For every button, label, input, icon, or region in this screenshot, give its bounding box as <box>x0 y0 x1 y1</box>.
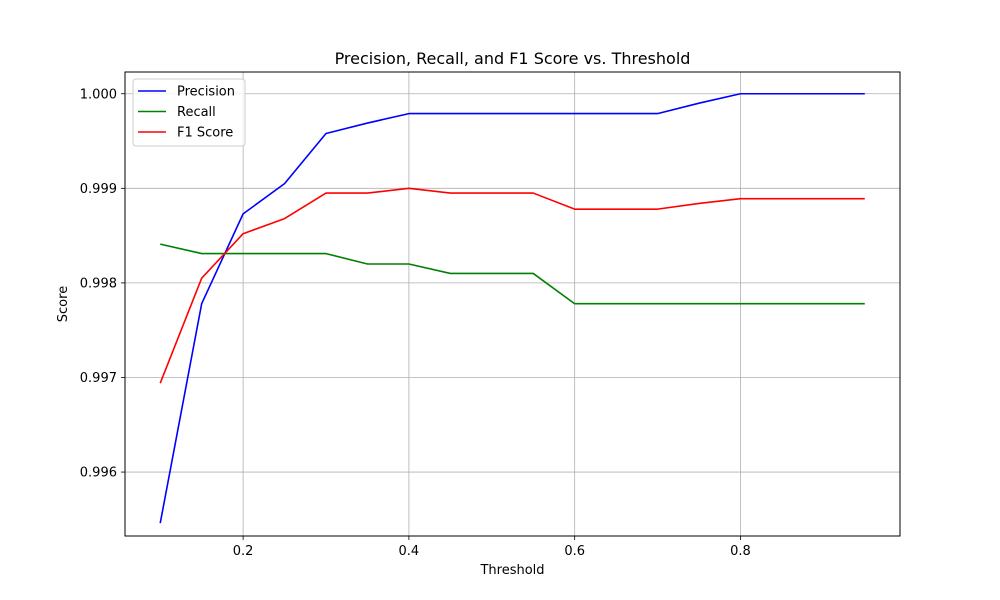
legend-label-precision: Precision <box>177 85 235 100</box>
y-tick-label: 1.000 <box>80 87 117 102</box>
series-line-f1-score <box>159 187 865 384</box>
y-tick-label: 0.999 <box>80 182 117 197</box>
x-axis: 0.2 0.4 0.6 0.8 <box>233 536 751 559</box>
y-tick-label: 0.997 <box>80 371 117 386</box>
series-line-precision <box>159 92 865 524</box>
y-tick-label: 0.996 <box>80 466 117 481</box>
legend-label-f1-score: F1 Score <box>177 126 233 141</box>
y-axis-title: Score <box>56 286 71 322</box>
plot-frame <box>124 71 901 537</box>
x-tick-label: 0.2 <box>233 544 254 559</box>
legend: Precision Recall F1 Score <box>132 78 246 147</box>
series-lines <box>159 92 865 524</box>
y-tick-label: 0.998 <box>80 276 117 291</box>
x-tick-label: 0.8 <box>730 544 751 559</box>
chart-title: Precision, Recall, and F1 Score vs. Thre… <box>335 49 691 68</box>
x-axis-title: Threshold <box>479 563 544 578</box>
series-line-recall <box>160 243 865 305</box>
legend-box <box>132 78 246 147</box>
y-axis: 0.996 0.997 0.998 0.999 1.000 <box>80 87 125 481</box>
x-tick-label: 0.6 <box>564 544 585 559</box>
x-tick-label: 0.4 <box>399 544 420 559</box>
legend-label-recall: Recall <box>177 105 216 120</box>
